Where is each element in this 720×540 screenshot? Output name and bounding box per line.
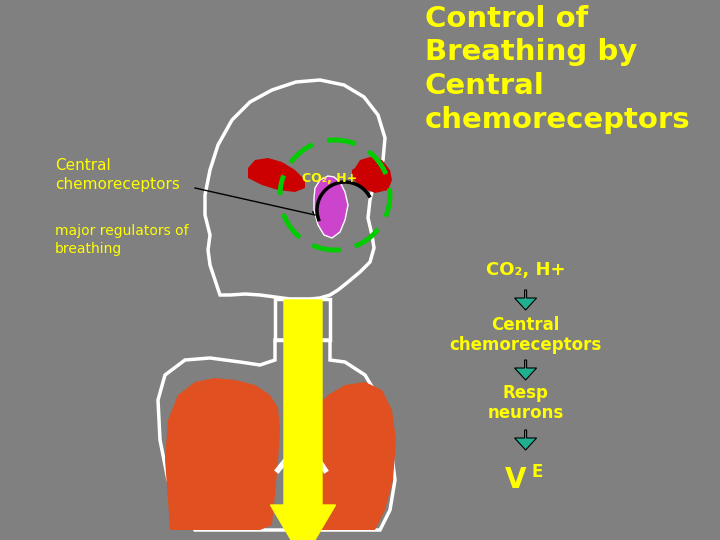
Text: CO₂, H+: CO₂, H+ (486, 261, 565, 279)
Polygon shape (165, 378, 280, 530)
Text: E: E (532, 463, 544, 481)
Text: Resp
neurons: Resp neurons (487, 383, 564, 422)
Text: Central
chemoreceptors: Central chemoreceptors (55, 158, 180, 192)
Polygon shape (305, 382, 396, 530)
Polygon shape (352, 157, 392, 193)
Text: major regulators of
breathing: major regulators of breathing (55, 224, 189, 256)
Text: V: V (505, 466, 526, 494)
FancyArrow shape (515, 430, 536, 450)
FancyArrow shape (271, 300, 336, 540)
Text: Central
chemoreceptors: Central chemoreceptors (449, 315, 602, 354)
Polygon shape (248, 158, 305, 192)
Polygon shape (314, 176, 348, 238)
FancyArrow shape (515, 290, 536, 310)
Text: Control of
Breathing by
Central
chemoreceptors: Control of Breathing by Central chemorec… (425, 5, 690, 133)
FancyArrow shape (515, 360, 536, 380)
Text: CO₂, H+: CO₂, H+ (302, 172, 358, 185)
